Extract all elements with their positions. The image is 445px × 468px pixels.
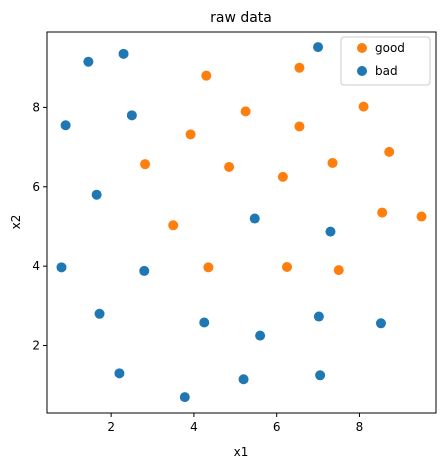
point-good-1 xyxy=(294,62,305,73)
point-bad-4 xyxy=(126,110,137,121)
point-bad-15 xyxy=(114,368,125,379)
point-good-12 xyxy=(377,207,388,218)
plot-frame xyxy=(46,31,437,414)
point-bad-12 xyxy=(255,330,266,341)
point-good-10 xyxy=(277,171,288,182)
point-good-0 xyxy=(201,70,212,81)
point-good-6 xyxy=(140,159,151,170)
point-good-5 xyxy=(294,121,305,132)
point-bad-3 xyxy=(60,120,71,131)
point-bad-6 xyxy=(249,213,260,224)
point-bad-5 xyxy=(91,189,102,200)
y-tick-label-1: 4 xyxy=(32,259,40,273)
x-tick-label-3: 8 xyxy=(356,420,364,434)
x-axis: 2 4 6 8 xyxy=(107,413,363,434)
x-tick-label-2: 6 xyxy=(273,420,281,434)
y-tick-label-3: 8 xyxy=(32,100,40,114)
legend-label-good: good xyxy=(375,41,405,55)
point-good-13 xyxy=(416,211,427,222)
chart-title: raw data xyxy=(210,10,272,26)
point-bad-17 xyxy=(315,370,326,381)
point-good-15 xyxy=(282,261,293,272)
y-tick-label-2: 6 xyxy=(32,180,40,194)
y-axis-label: x2 xyxy=(9,215,23,230)
point-bad-0 xyxy=(83,56,94,67)
point-bad-16 xyxy=(238,374,249,385)
point-bad-13 xyxy=(313,311,324,322)
point-bad-14 xyxy=(375,318,386,329)
y-axis: 2 4 6 8 xyxy=(32,100,47,353)
x-axis-label: x1 xyxy=(234,445,249,459)
legend-marker-good xyxy=(357,43,367,53)
legend: good bad xyxy=(340,36,431,86)
point-good-3 xyxy=(240,106,251,117)
point-good-11 xyxy=(168,220,179,231)
y-tick-label-0: 2 xyxy=(32,339,40,353)
point-bad-18 xyxy=(179,392,190,403)
point-good-2 xyxy=(358,101,369,112)
plot-area xyxy=(56,42,427,403)
point-good-16 xyxy=(333,265,344,276)
point-good-8 xyxy=(327,157,338,168)
x-tick-label-0: 2 xyxy=(107,420,115,434)
legend-label-bad: bad xyxy=(375,64,398,78)
point-good-7 xyxy=(224,161,235,172)
legend-marker-bad xyxy=(357,66,367,76)
point-bad-1 xyxy=(118,48,129,59)
point-good-9 xyxy=(384,146,395,157)
point-bad-9 xyxy=(139,265,150,276)
x-tick-label-1: 4 xyxy=(190,420,198,434)
point-bad-7 xyxy=(325,226,336,237)
point-bad-2 xyxy=(313,42,324,53)
point-bad-11 xyxy=(199,317,210,328)
point-bad-10 xyxy=(94,308,105,319)
point-bad-8 xyxy=(56,262,67,273)
point-good-4 xyxy=(185,129,196,140)
point-good-14 xyxy=(203,262,214,273)
